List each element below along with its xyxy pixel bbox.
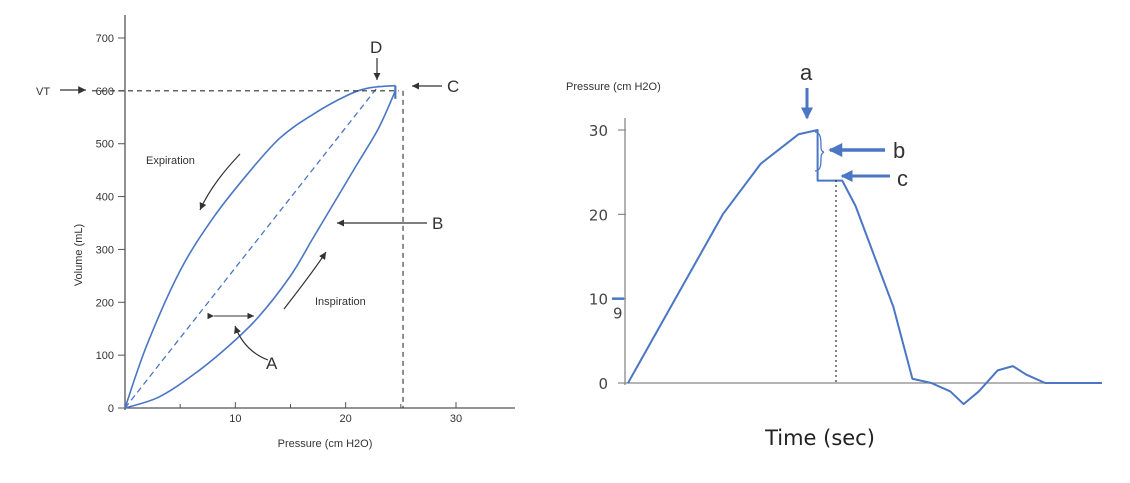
label-c: c bbox=[897, 166, 908, 191]
pressure-time-line bbox=[627, 129, 1102, 406]
left-x-tick-label: 10 bbox=[229, 413, 241, 425]
right-y-tick-extra: 9 bbox=[613, 305, 623, 323]
right-y-tick-label: 20 bbox=[589, 206, 608, 224]
label-a: a bbox=[800, 60, 813, 85]
bracket-b bbox=[814, 131, 825, 172]
left-y-tick-label: 500 bbox=[96, 139, 114, 151]
left-y-tick-label: 400 bbox=[96, 192, 114, 204]
left-y-tick-label: 200 bbox=[96, 297, 114, 309]
left-series-inspiration-line bbox=[124, 90, 397, 409]
label-A: A bbox=[266, 354, 278, 373]
label-B: B bbox=[432, 214, 443, 233]
left-x-tick-label: 30 bbox=[450, 413, 462, 425]
expiration-label: Expiration bbox=[146, 155, 195, 167]
left-y-tick-label: 0 bbox=[108, 403, 114, 415]
vt-label: VT bbox=[36, 86, 50, 98]
right-x-axis-title: Time (sec) bbox=[764, 426, 875, 450]
label-D: D bbox=[370, 38, 382, 57]
arrow-A bbox=[234, 325, 269, 361]
right-y-tick-label: 0 bbox=[598, 375, 608, 393]
left-series-expiration-line bbox=[124, 84, 396, 409]
left-y-tick-label: 100 bbox=[96, 350, 114, 362]
left-x-axis-title: Pressure (cm H2O) bbox=[278, 438, 373, 450]
label-C: C bbox=[447, 77, 459, 96]
label-b: b bbox=[893, 138, 905, 163]
left-y-tick-label: 300 bbox=[96, 244, 114, 256]
left-series-dashed-compliance-line bbox=[124, 85, 380, 409]
right-y-tick-label: 30 bbox=[589, 122, 608, 140]
left-y-axis-title: Volume (mL) bbox=[73, 224, 85, 286]
right-y-axis-title: Pressure (cm H2O) bbox=[566, 81, 661, 93]
left-y-tick-label: 600 bbox=[96, 86, 114, 98]
pressure-volume-loop-chart: 0 100 200 300 400 500 600 700 10 20 30 Volume (mL… bbox=[36, 15, 515, 450]
left-x-tick-label: 20 bbox=[340, 413, 352, 425]
right-y-tick-label: 10 bbox=[589, 291, 608, 309]
inspiration-label: Inspiration bbox=[315, 296, 366, 308]
expiration-arrow bbox=[199, 153, 241, 211]
inspiration-arrow bbox=[283, 251, 327, 310]
left-y-tick-label: 700 bbox=[96, 33, 114, 45]
